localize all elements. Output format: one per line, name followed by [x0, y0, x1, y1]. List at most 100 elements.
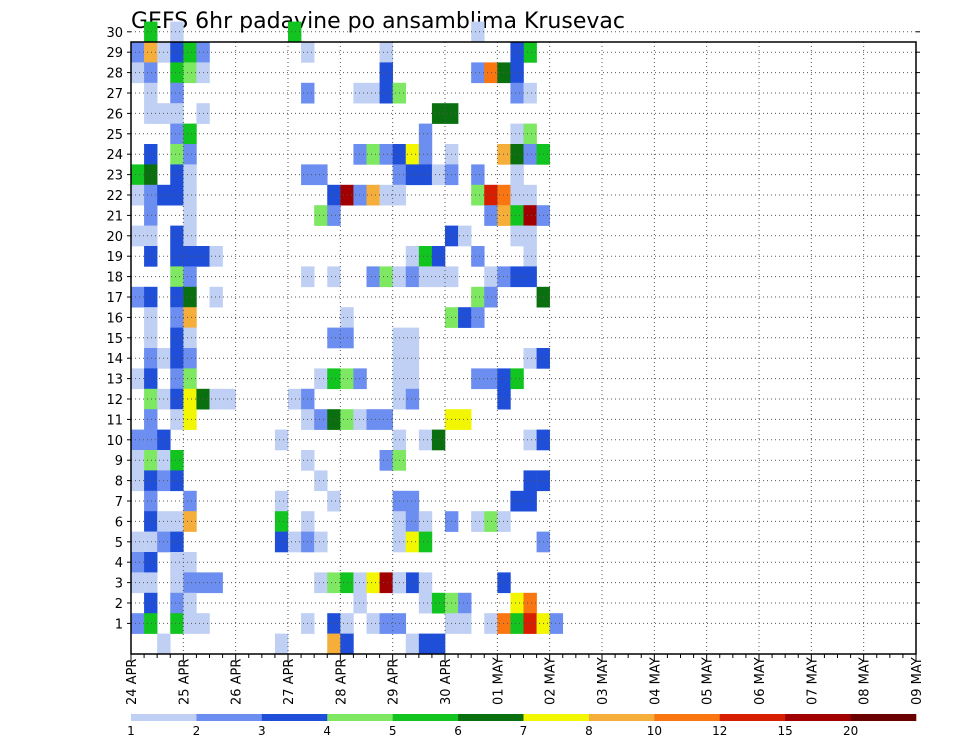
heatmap-cell — [366, 613, 380, 634]
heatmap-cell — [405, 164, 420, 186]
y-tick-label: 4 — [115, 556, 123, 571]
heatmap-cell — [510, 490, 524, 512]
heatmap-cell — [183, 164, 197, 186]
heatmap-cell — [523, 470, 537, 492]
heatmap-cell — [379, 144, 393, 165]
heatmap-cell — [170, 286, 184, 308]
heatmap-cell — [471, 286, 485, 308]
heatmap-cell — [379, 82, 393, 104]
legend-swatch — [392, 714, 459, 721]
x-tick-label: 06 MAY — [753, 657, 768, 705]
heatmap-cell — [131, 62, 145, 84]
y-tick-label: 13 — [106, 373, 123, 388]
color-legend: 1 2 3 4 5 6 7 8 10 12 15 20 — [127, 714, 917, 738]
heatmap-cell — [510, 144, 524, 165]
heatmap-cell — [353, 184, 367, 206]
heatmap-cell — [379, 62, 393, 84]
heatmap-cell — [510, 62, 524, 84]
heatmap-cell — [353, 592, 367, 614]
heatmap-cell — [144, 490, 158, 512]
y-tick-label: 29 — [106, 46, 123, 61]
heatmap-cell — [144, 572, 158, 594]
heatmap-cell — [144, 592, 158, 614]
heatmap-cell — [183, 225, 197, 247]
heatmap-cell — [327, 205, 341, 226]
heatmap-cell — [170, 246, 184, 267]
heatmap-cell — [183, 266, 197, 288]
heatmap-cell — [183, 307, 197, 328]
heatmap-cell — [549, 613, 564, 634]
heatmap-cell — [274, 633, 289, 655]
heatmap-cell — [366, 144, 380, 165]
heatmap-cell — [523, 490, 537, 512]
heatmap-cell — [510, 592, 524, 614]
grid-lines — [131, 31, 916, 654]
heatmap-cell — [183, 409, 197, 430]
heatmap-cell — [144, 388, 158, 410]
heatmap-cell — [471, 368, 485, 390]
x-tick-label: 01 MAY — [491, 657, 506, 705]
heatmap-cell — [314, 572, 328, 594]
heatmap-cell — [471, 511, 485, 532]
heatmap-cell — [131, 552, 145, 573]
heatmap-cell — [405, 266, 420, 288]
heatmap-cell — [418, 164, 433, 186]
heatmap-cell — [366, 409, 380, 430]
heatmap-cell — [510, 123, 524, 145]
heatmap-cell — [131, 225, 145, 247]
heatmap-cell — [497, 388, 511, 410]
y-tick-label: 27 — [106, 87, 123, 102]
heatmap-cell — [170, 164, 184, 186]
legend-label: 20 — [843, 724, 858, 738]
heatmap-cell — [379, 266, 393, 288]
y-tick-label: 21 — [106, 209, 123, 224]
heatmap-cell — [327, 327, 341, 349]
heatmap-cell — [484, 205, 498, 226]
heatmap-cell — [314, 409, 328, 430]
heatmap-cell — [353, 368, 367, 390]
x-tick-label: 30 APR — [439, 659, 454, 705]
heatmap-cell — [510, 164, 524, 186]
heatmap-cell — [431, 592, 446, 614]
heatmap-cell — [523, 266, 537, 288]
legend-label: 6 — [454, 724, 462, 738]
heatmap-cell — [405, 388, 420, 410]
y-axis: 1234567891011121314151617181920212223242… — [106, 26, 920, 632]
heatmap-cell — [340, 633, 354, 655]
y-tick-label: 19 — [106, 250, 123, 265]
heatmap-cell — [144, 348, 158, 369]
heatmap-cell — [183, 613, 197, 634]
x-tick-label: 26 APR — [230, 659, 245, 705]
heatmap-cell — [418, 123, 433, 145]
y-tick-label: 18 — [106, 271, 123, 286]
heatmap-cell — [353, 82, 367, 104]
heatmap-cell — [288, 531, 302, 553]
legend-swatch — [196, 714, 263, 721]
heatmap-cell — [170, 123, 184, 145]
y-tick-label: 10 — [106, 434, 123, 449]
heatmap-cell — [170, 592, 184, 614]
heatmap-cell — [523, 123, 537, 145]
heatmap-cell — [497, 205, 511, 226]
y-tick-label: 9 — [115, 454, 123, 469]
legend-swatch — [458, 714, 524, 721]
heatmap-cell — [458, 225, 472, 247]
heatmap-cell — [497, 184, 511, 206]
x-tick-label: 09 MAY — [910, 657, 925, 705]
heatmap-cell — [497, 368, 511, 390]
heatmap-cell — [131, 450, 145, 471]
y-tick-label: 24 — [106, 148, 123, 163]
legend-label: 1 — [127, 724, 135, 738]
heatmap-cell — [144, 450, 158, 471]
y-tick-label: 8 — [115, 475, 123, 490]
heatmap-cell — [523, 592, 537, 614]
heatmap-cell — [379, 613, 393, 634]
legend-swatch — [261, 714, 328, 721]
heatmap-cell — [379, 42, 393, 63]
legend-label: 8 — [585, 724, 593, 738]
heatmap-cell — [497, 613, 511, 634]
heatmap-cell — [170, 225, 184, 247]
heatmap-cell — [497, 62, 511, 84]
x-tick-label: 28 APR — [334, 659, 349, 705]
